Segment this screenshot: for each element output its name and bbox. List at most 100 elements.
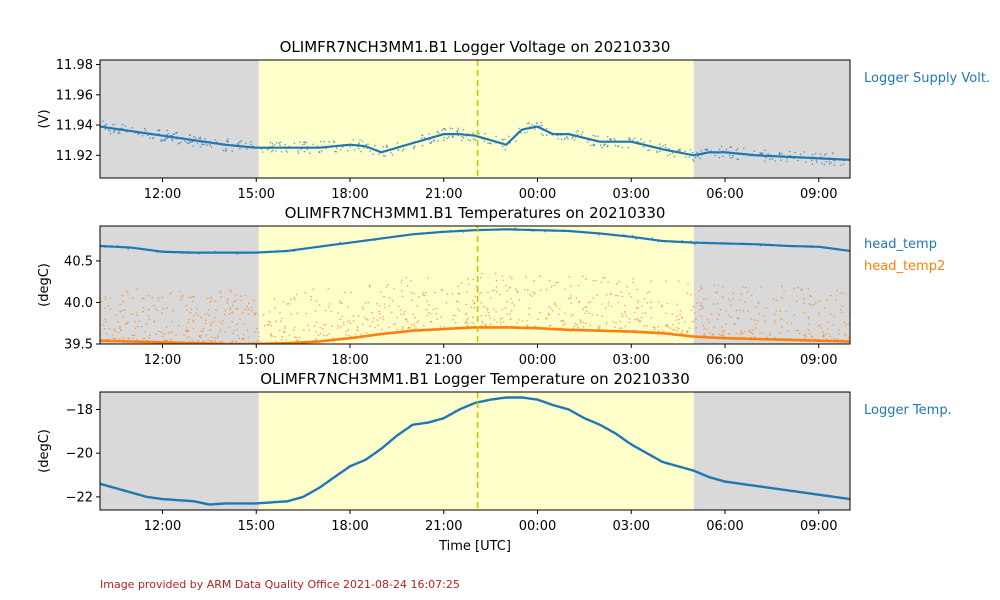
series-point-2 bbox=[315, 331, 317, 333]
series-point-2 bbox=[636, 288, 638, 291]
series-point-1 bbox=[147, 134, 149, 137]
series-point-1 bbox=[188, 252, 190, 254]
series-point-2 bbox=[508, 287, 511, 289]
series-point-1 bbox=[594, 135, 596, 137]
series-point-2 bbox=[171, 320, 173, 323]
series-point-1 bbox=[158, 133, 160, 135]
series-point-2 bbox=[341, 302, 343, 305]
series-point-2 bbox=[781, 296, 783, 299]
series-point-2 bbox=[840, 311, 843, 314]
series-point-2 bbox=[319, 332, 322, 335]
series-point-2 bbox=[808, 303, 811, 305]
series-point-1 bbox=[214, 142, 216, 144]
series-point-2 bbox=[268, 320, 270, 323]
series-point-2 bbox=[488, 315, 490, 317]
series-point-1 bbox=[501, 138, 504, 141]
series-point-2 bbox=[782, 338, 785, 341]
x-tick-label: 12:00 bbox=[144, 519, 181, 534]
series-point-1 bbox=[402, 148, 405, 150]
series-point-2 bbox=[136, 288, 139, 290]
series-point-2 bbox=[672, 333, 675, 336]
series-point-2 bbox=[288, 303, 290, 305]
series-point-1 bbox=[761, 152, 763, 155]
series-point-2 bbox=[722, 286, 724, 288]
series-point-2 bbox=[406, 285, 409, 287]
series-point-2 bbox=[837, 339, 839, 342]
series-point-1 bbox=[240, 139, 243, 142]
series-point-2 bbox=[491, 289, 494, 292]
series-point-1 bbox=[609, 138, 611, 140]
series-point-1 bbox=[690, 240, 692, 242]
series-point-2 bbox=[293, 341, 295, 344]
series-point-2 bbox=[637, 307, 639, 310]
series-point-2 bbox=[570, 295, 572, 297]
series-point-2 bbox=[331, 325, 333, 327]
series-point-2 bbox=[803, 302, 806, 305]
series-point-2 bbox=[409, 329, 412, 332]
series-point-2 bbox=[750, 337, 753, 339]
series-point-1 bbox=[813, 156, 815, 158]
series-point-2 bbox=[341, 315, 344, 318]
series-point-2 bbox=[582, 308, 584, 310]
series-point-2 bbox=[688, 327, 691, 329]
series-point-2 bbox=[467, 278, 470, 280]
series-point-2 bbox=[551, 309, 554, 312]
series-point-2 bbox=[413, 323, 416, 325]
series-point-2 bbox=[367, 319, 369, 321]
series-point-2 bbox=[217, 335, 219, 338]
series-point-2 bbox=[214, 341, 216, 343]
series-point-2 bbox=[444, 327, 447, 330]
series-point-1 bbox=[794, 152, 796, 154]
series-point-2 bbox=[485, 325, 487, 328]
series-point-2 bbox=[560, 319, 562, 322]
series-point-2 bbox=[722, 333, 725, 336]
series-point-1 bbox=[189, 141, 191, 143]
series-point-1 bbox=[471, 134, 474, 136]
series-point-1 bbox=[814, 152, 817, 155]
series-point-2 bbox=[665, 325, 667, 327]
series-point-1 bbox=[536, 122, 538, 124]
series-point-2 bbox=[268, 311, 271, 313]
series-point-2 bbox=[210, 297, 212, 299]
series-point-2 bbox=[545, 288, 548, 291]
series-point-1 bbox=[413, 145, 416, 147]
series-point-2 bbox=[161, 335, 164, 338]
series-point-1 bbox=[157, 129, 159, 132]
series-point-2 bbox=[401, 289, 403, 292]
series-point-2 bbox=[825, 338, 828, 340]
series-point-2 bbox=[192, 321, 195, 323]
series-point-1 bbox=[449, 229, 452, 232]
series-point-2 bbox=[179, 298, 182, 301]
series-point-2 bbox=[223, 313, 226, 316]
series-point-1 bbox=[249, 146, 251, 148]
series-point-2 bbox=[506, 300, 508, 303]
series-point-1 bbox=[487, 142, 489, 144]
series-point-2 bbox=[378, 310, 380, 313]
series-point-2 bbox=[104, 298, 107, 301]
series-point-1 bbox=[104, 128, 107, 130]
x-tick-label: 18:00 bbox=[331, 187, 368, 202]
series-point-1 bbox=[766, 155, 768, 158]
series-point-2 bbox=[848, 337, 850, 339]
series-point-1 bbox=[769, 154, 772, 156]
series-point-1 bbox=[137, 133, 139, 135]
series-point-1 bbox=[358, 142, 360, 144]
series-point-1 bbox=[540, 133, 543, 135]
series-point-2 bbox=[286, 303, 288, 305]
series-point-2 bbox=[122, 336, 125, 339]
series-point-2 bbox=[119, 338, 121, 340]
series-point-1 bbox=[706, 151, 708, 153]
series-point-1 bbox=[369, 150, 372, 152]
series-point-2 bbox=[192, 340, 195, 342]
series-point-1 bbox=[149, 137, 151, 140]
series-point-2 bbox=[654, 327, 656, 329]
series-point-1 bbox=[694, 243, 696, 246]
series-point-2 bbox=[722, 329, 725, 332]
series-point-2 bbox=[611, 305, 613, 308]
series-point-2 bbox=[609, 293, 612, 295]
series-point-2 bbox=[348, 334, 350, 337]
series-point-2 bbox=[488, 326, 490, 328]
series-point-1 bbox=[737, 148, 739, 150]
series-point-2 bbox=[585, 322, 587, 325]
series-point-2 bbox=[214, 316, 216, 319]
